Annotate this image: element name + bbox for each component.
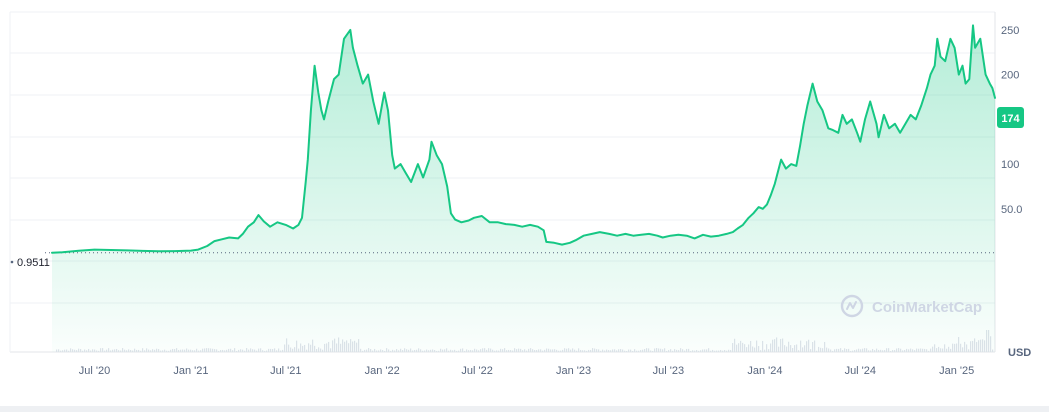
line-layer: [51, 24, 996, 254]
price-line: [51, 24, 996, 254]
baseline-label: 0.9511: [17, 257, 50, 269]
price-badge-bg: [997, 107, 1024, 128]
current-price-badge: 174: [997, 107, 1024, 128]
baseline: 0.9511: [10, 252, 995, 269]
currency-label: USD: [1008, 347, 1031, 359]
bottom-divider: [0, 406, 1049, 412]
area-layer: [52, 25, 995, 353]
watermark-text: CoinMarketCap: [872, 299, 982, 316]
x-tick-label: Jul '23: [653, 365, 684, 377]
x-tick-label: Jul '21: [270, 365, 301, 377]
x-tick-label: Jan '25: [939, 365, 974, 377]
x-axis: Jul '20 Jan '21 Jul '21 Jan '22 Jul '22 Jan '…: [79, 365, 974, 377]
x-tick-label: Jan '23: [556, 365, 591, 377]
x-tick-label: Jan '21: [173, 365, 208, 377]
y-tick-label: 250: [1001, 25, 1019, 37]
coinmarketcap-logo-icon: [840, 294, 864, 318]
x-tick-label: Jul '20: [79, 365, 110, 377]
watermark: CoinMarketCap: [840, 294, 982, 318]
x-tick-label: Jan '22: [365, 365, 400, 377]
x-tick-label: Jul '24: [845, 365, 876, 377]
x-tick-label: Jul '22: [461, 365, 492, 377]
y-tick-label: 50.0: [1001, 204, 1022, 216]
y-tick-label: 200: [1001, 70, 1019, 82]
x-tick-label: Jan '24: [747, 365, 782, 377]
y-tick-label: 100: [1001, 159, 1019, 171]
baseline-dot: [10, 260, 14, 264]
price-area: [52, 25, 995, 353]
price-badge-label: 174: [1001, 113, 1020, 125]
